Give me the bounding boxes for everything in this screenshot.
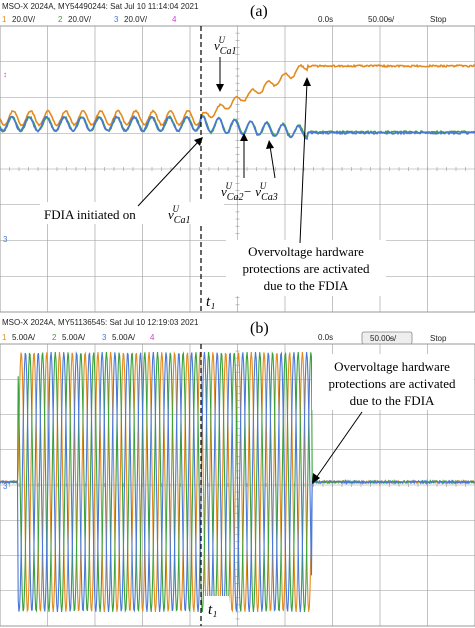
panel-a-vca1-arrowhead — [216, 84, 224, 92]
panel-b-overvoltage-arrow — [316, 412, 362, 478]
panel-b-time-scale: 50.00ᵴ/ — [370, 334, 397, 343]
panel-b-ch2-num: 2 — [52, 333, 57, 342]
panel-b-overvoltage-line1: Overvoltage hardware — [334, 359, 450, 374]
panel-a-run-state: Stop — [430, 15, 447, 24]
panel-b-device-info: MSO-X 2024A, MY51136545: Sat Jul 10 12:1… — [2, 318, 199, 327]
panel-a-overvoltage-line1: Overvoltage hardware — [248, 244, 364, 259]
panel-a-ch3-num: 3 — [114, 15, 119, 24]
panel-b-time-offset: 0.0s — [318, 333, 333, 342]
panel-a-time-offset: 0.0s — [318, 15, 333, 24]
panel-a-ch-marker: ↕ — [3, 70, 7, 79]
panel-a-overvoltage-line3: due to the FDIA — [264, 278, 349, 293]
panel-b-ch4-num: 4 — [150, 333, 155, 342]
panel-a-ch3-scale: 20.0V/ — [124, 15, 148, 24]
panel-b-t1-label: t₁ — [208, 602, 217, 618]
panel-a-ground-marker: 3 — [3, 235, 8, 244]
panel-b-run-state: Stop — [430, 334, 447, 343]
panel-a-device-info: MSO-X 2024A, MY54490244: Sat Jul 10 11:1… — [2, 2, 199, 11]
panel-a-time-scale: 50.00ᵴ/ — [368, 15, 395, 24]
panel-a-vca3-arrow — [270, 146, 275, 178]
panel-a-vca1-label: vCa1U — [214, 35, 236, 57]
panel-a-ch2-scale: 20.0V/ — [68, 15, 92, 24]
panel-b-ground-marker: 3 — [3, 482, 8, 491]
panel-b-ch1-scale: 5.00A/ — [12, 333, 36, 342]
panel-a-ch1-num: 1 — [2, 15, 7, 24]
panel-b-ch3-num: 3 — [102, 333, 107, 342]
panel-a-ch1-scale: 20.0V/ — [12, 15, 36, 24]
panel-a-vca23-label: vCa2U − vCa3U — [221, 181, 278, 203]
panel-b-overvoltage-line3: due to the FDIA — [350, 393, 435, 408]
panel-a-t1-label: t₁ — [206, 294, 215, 310]
panel-a: MSO-X 2024A, MY54490244: Sat Jul 10 11:1… — [0, 2, 475, 312]
panel-a-ch2-num: 2 — [58, 15, 63, 24]
panel-a-ch4-num: 4 — [172, 15, 177, 24]
panel-b-ch1-num: 1 — [2, 333, 7, 342]
panel-b-overvoltage-line2: protections are activated — [328, 376, 456, 391]
panel-a-overvoltage-line2: protections are activated — [242, 261, 370, 276]
panel-b-ch2-scale: 5.00A/ — [62, 333, 86, 342]
panel-a-overvoltage-arrowhead — [303, 77, 311, 86]
panel-a-fdia-label: FDIA initiated on — [44, 207, 136, 222]
panel-a-overvoltage-arrow — [300, 82, 307, 243]
panel-b: MSO-X 2024A, MY51136545: Sat Jul 10 12:1… — [0, 318, 475, 626]
panel-a-fdia-arrow — [138, 142, 198, 206]
panel-b-ch3-scale: 5.00A/ — [112, 333, 136, 342]
panel-b-label: (b) — [250, 320, 269, 337]
panel-a-vca3-arrowhead — [266, 140, 274, 149]
panel-a-label: (a) — [250, 3, 268, 20]
